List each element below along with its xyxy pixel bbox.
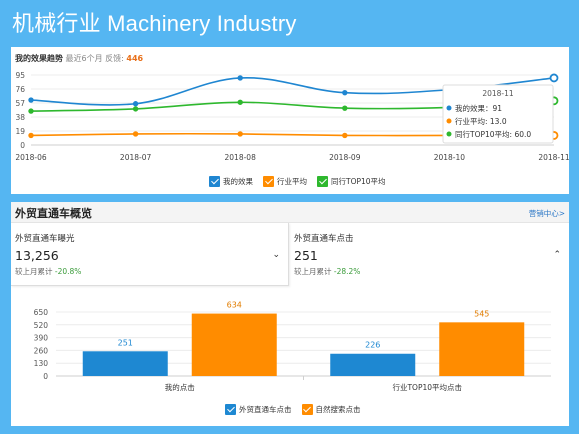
tooltip-row-1: 我的效果：91 <box>455 103 502 113</box>
data-point <box>237 75 243 81</box>
y-tick-label: 390 <box>34 334 49 343</box>
checkbox-icon[interactable] <box>317 176 328 187</box>
x-tick-label: 2018-11 <box>538 153 569 162</box>
y-tick-label: 520 <box>34 321 49 330</box>
x-tick-label: 2018-10 <box>434 153 466 162</box>
trend-line-chart: 0 19 38 57 76 95 2018-06 2018-07 2018-08 2018-09… <box>15 71 569 162</box>
x-tick-label: 2018-07 <box>120 153 152 162</box>
data-point <box>132 106 139 112</box>
exposure-compare: 较上月累计 -20.8% <box>15 267 82 276</box>
chevron-down-icon[interactable]: ⌄ <box>272 250 280 260</box>
y-tick-label: 130 <box>34 359 49 368</box>
checkbox-icon[interactable] <box>301 404 313 415</box>
clicks-bar-chart: 0 130 260 390 520 650 251 634 226 545 我的点击 行业TOP1… <box>34 301 551 392</box>
legend-my-effect[interactable]: 我的效果 <box>209 176 253 187</box>
exposure-label: 外贸直通车曝光 <box>15 234 75 244</box>
overview-legend: 外贸直通车点击 自然搜索点击 <box>225 404 361 415</box>
bar-value-label: 545 <box>474 309 489 318</box>
marketing-center-link[interactable]: 营销中心> <box>528 209 565 218</box>
trend-legend: 我的效果 行业平均 同行TOP10平均 <box>209 176 386 187</box>
tooltip-dot-green <box>446 131 452 137</box>
overview-panel: 外贸直通车概览 营销中心> 外贸直通车曝光 13,256 较上月累计 -20.8… <box>11 202 569 426</box>
clicks-card[interactable]: 外贸直通车点击 251 较上月累计 -28.2% ⌃ <box>290 223 569 285</box>
y-tick-label: 260 <box>34 346 49 355</box>
checkbox-icon[interactable] <box>263 176 274 187</box>
page-title: 机械行业 Machinery Industry <box>12 11 297 36</box>
y-tick-label: 38 <box>15 113 25 122</box>
clicks-label: 外贸直通车点击 <box>294 234 354 244</box>
legend-organic-clicks[interactable]: 自然搜索点击 <box>301 404 361 415</box>
bar <box>191 313 277 376</box>
data-point <box>342 105 348 111</box>
clicks-compare: 较上月累计 -28.2% <box>294 267 361 276</box>
bar <box>439 322 525 376</box>
data-point <box>237 99 243 105</box>
bar <box>330 353 416 376</box>
bar-value-label: 634 <box>227 301 242 310</box>
trend-panel: 我的效果趋势 最近6个月 反馈: 446 0 19 38 57 76 95 2018-06… <box>11 47 569 194</box>
chevron-up-icon[interactable]: ⌃ <box>553 250 561 260</box>
x-category-label: 我的点击 <box>165 382 195 392</box>
trend-header: 我的效果趋势 最近6个月 反馈: 446 <box>15 53 143 64</box>
data-point <box>28 97 34 103</box>
y-tick-label: 57 <box>15 99 25 108</box>
x-tick-label: 2018-06 <box>15 153 47 162</box>
legend-top10-avg[interactable]: 同行TOP10平均 <box>317 176 386 187</box>
data-point <box>28 132 34 139</box>
checkbox-icon[interactable] <box>225 404 236 415</box>
exposure-card[interactable]: 外贸直通车曝光 13,256 较上月累计 -20.8% ⌄ <box>11 223 289 286</box>
y-tick-label: 19 <box>15 127 25 136</box>
y-tick-label: 0 <box>20 141 25 150</box>
feedback-count: 446 <box>126 54 144 63</box>
tooltip-row-2: 行业平均: 13.0 <box>455 116 507 126</box>
data-point <box>132 101 139 107</box>
legend-industry-avg[interactable]: 行业平均 <box>263 176 307 187</box>
x-tick-label: 2018-09 <box>329 153 361 162</box>
clicks-value: 251 <box>294 248 318 263</box>
data-point <box>28 108 34 114</box>
x-tick-label: 2018-08 <box>225 153 257 162</box>
y-tick-label: 650 <box>34 308 49 317</box>
bar <box>82 351 168 376</box>
tooltip-dot-orange <box>446 118 452 124</box>
legend-ad-clicks[interactable]: 外贸直通车点击 <box>225 404 292 415</box>
y-tick-label: 95 <box>15 71 25 80</box>
data-point <box>342 89 348 96</box>
exposure-value: 13,256 <box>15 248 59 263</box>
overview-header: 外贸直通车概览 营销中心> <box>11 202 569 223</box>
data-point <box>237 131 243 137</box>
data-point <box>342 132 348 139</box>
tooltip-row-3: 同行TOP10平均: 60.0 <box>455 129 531 139</box>
data-point <box>132 131 139 137</box>
overview-title: 外贸直通车概览 <box>15 207 92 220</box>
trend-subtitle: 最近6个月 反馈: <box>65 54 124 63</box>
y-tick-label: 76 <box>15 85 25 94</box>
y-tick-label: 0 <box>43 372 48 381</box>
checkbox-icon[interactable] <box>209 176 220 187</box>
bar-value-label: 251 <box>118 338 133 347</box>
x-category-label: 行业TOP10平均点击 <box>392 382 462 392</box>
data-point <box>549 73 559 83</box>
tooltip-dot-blue <box>446 105 452 111</box>
trend-title: 我的效果趋势 <box>15 54 63 63</box>
tooltip-header: 2018-11 <box>482 89 514 98</box>
bar-value-label: 226 <box>365 341 380 350</box>
trend-tooltip: 2018-11 我的效果：91 行业平均: 13.0 同行TOP10平均: 60… <box>442 84 554 144</box>
